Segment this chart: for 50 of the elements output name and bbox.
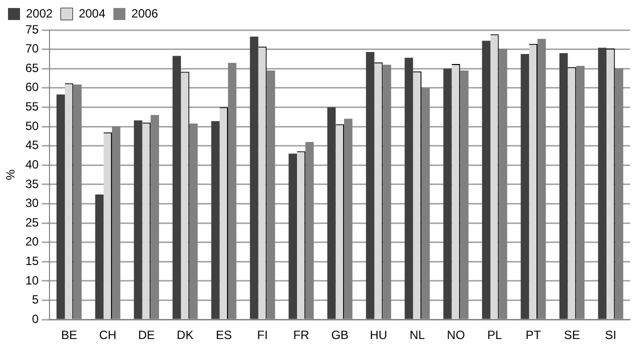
y-tick-label: 35 (25, 176, 40, 191)
bar (211, 121, 220, 319)
x-tick-label: PT (526, 328, 542, 342)
legend-label: 2002 (26, 6, 54, 20)
y-tick-label: 30 (25, 196, 40, 210)
x-tick-label: NO (446, 328, 465, 342)
bar (56, 94, 65, 319)
x-tick-label: ES (216, 328, 232, 342)
bar (404, 58, 414, 319)
y-axis-title: % (4, 169, 18, 180)
legend-label: 2006 (131, 6, 158, 20)
y-tick-label: 55 (25, 100, 40, 114)
x-tick-label: CH (99, 328, 116, 342)
y-tick-label: 10 (25, 273, 40, 288)
y-tick-label: 45 (25, 138, 40, 152)
bar (520, 54, 530, 319)
bar (598, 48, 606, 319)
x-tick-label: HU (370, 328, 388, 342)
x-tick-label: FI (257, 328, 268, 342)
bar (443, 68, 452, 319)
y-tick-label: 0 (32, 312, 40, 326)
bar (134, 120, 142, 319)
y-tick-label: 60 (25, 80, 40, 94)
x-tick-label: SE (564, 328, 580, 342)
x-tick-label: GB (331, 328, 349, 342)
bar (327, 107, 336, 319)
y-tick-label: 65 (25, 60, 40, 75)
legend-label: 2004 (78, 6, 106, 20)
y-tick-label: 5 (32, 292, 40, 307)
x-tick-label: NL (410, 328, 426, 342)
y-tick-label: 20 (25, 234, 40, 249)
y-tick-label: 50 (25, 118, 40, 133)
bar (172, 56, 181, 319)
bar (366, 52, 374, 319)
bar (482, 40, 490, 319)
bar (250, 36, 258, 319)
y-tick-label: 15 (25, 254, 40, 268)
x-tick-label: DE (138, 328, 155, 342)
x-tick-label: FR (293, 328, 310, 342)
bar (559, 53, 568, 319)
y-tick-label: 40 (25, 157, 40, 172)
y-tick-label: 75 (25, 22, 40, 36)
x-tick-label: DK (176, 328, 194, 342)
x-tick-label: SI (604, 328, 616, 342)
y-tick-label: 25 (25, 215, 40, 230)
y-tick-label: 70 (25, 42, 40, 56)
bar (95, 194, 104, 319)
bar (288, 154, 297, 319)
x-tick-label: PL (487, 328, 502, 342)
x-tick-label: BE (61, 328, 78, 342)
